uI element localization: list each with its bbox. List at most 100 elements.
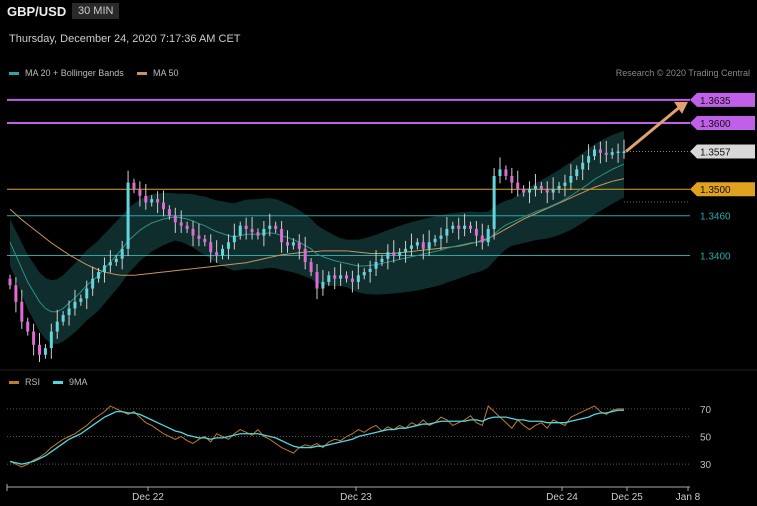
candle-body	[120, 248, 124, 259]
candle-body	[26, 321, 30, 332]
candle-body	[156, 199, 160, 203]
candle-body	[427, 242, 431, 249]
candle-body	[250, 228, 254, 233]
x-tick-label: Dec 25	[611, 492, 643, 503]
candle-body	[32, 331, 36, 345]
candle-body	[498, 169, 502, 176]
candle-body	[492, 176, 496, 229]
candle-body	[368, 268, 372, 272]
candle-body	[451, 225, 455, 229]
bollinger-band	[10, 130, 624, 345]
level-tag-1.3600	[690, 116, 755, 131]
candle-body	[262, 228, 266, 236]
candle-body	[598, 149, 602, 153]
candle-body	[150, 199, 154, 203]
candle-body	[622, 151, 626, 154]
candle-body	[167, 209, 171, 216]
candle-body	[480, 235, 484, 243]
candle-body	[232, 235, 236, 243]
candle-body	[49, 331, 53, 349]
candle-body	[445, 228, 449, 236]
candle-body	[581, 162, 585, 170]
candle-body	[563, 182, 567, 186]
rsi-line	[9, 405, 624, 468]
legend-rsi9-label: 9MA	[69, 377, 88, 387]
candle-body	[297, 242, 301, 249]
level-tag-1.3500	[690, 182, 755, 197]
projection-arrow	[625, 105, 681, 153]
candle-body	[409, 245, 413, 249]
candle-body	[191, 228, 195, 236]
candle-body	[327, 275, 331, 282]
legend-bb-label: MA 20 + Bollinger Bands	[25, 68, 124, 78]
candle-body	[610, 152, 614, 155]
legend-ma50-swatch	[137, 71, 147, 75]
candle-body	[510, 176, 514, 183]
candle-body	[339, 275, 343, 279]
candle-body	[67, 308, 71, 316]
candle-body	[522, 189, 526, 193]
x-tick-label: Dec 23	[340, 492, 372, 503]
candle-body	[433, 238, 437, 243]
candle-body	[162, 202, 165, 210]
candle-body	[38, 344, 42, 355]
level-label-1.3400: 1.3400	[700, 251, 731, 262]
rsi-tick-30: 30	[700, 460, 712, 471]
x-tick-label: Dec 24	[546, 492, 578, 503]
candle-body	[421, 242, 425, 249]
datetime-label: Thursday, December 24, 2020 7:17:36 AM C…	[9, 33, 241, 45]
candle-body	[439, 235, 443, 239]
legend-bb: MA 20 + Bollinger Bands	[9, 68, 124, 78]
candle-body	[102, 265, 106, 272]
candle-body	[280, 228, 284, 243]
candle-body	[108, 262, 112, 266]
candle-body	[43, 348, 47, 355]
rsi-tick-50: 50	[700, 433, 712, 444]
legend-bb-swatch	[9, 71, 19, 75]
candle-body	[226, 242, 230, 249]
legend-rsi-label: RSI	[25, 377, 41, 387]
candle-body	[91, 278, 95, 289]
candle-body	[386, 252, 390, 259]
candle-body	[291, 242, 295, 246]
candle-body	[392, 252, 396, 256]
candle-body	[545, 189, 549, 193]
candle-body	[380, 258, 384, 263]
ma20-line	[9, 163, 625, 313]
level-label-1.3600: 1.3600	[700, 119, 731, 130]
candle-body	[268, 225, 272, 229]
symbol-title: GBP/USD	[7, 4, 67, 19]
ma50-line	[9, 178, 625, 276]
candle-body	[221, 248, 225, 256]
level-label-1.3500: 1.3500	[700, 185, 731, 196]
candle-body	[569, 176, 573, 183]
candle-body	[587, 156, 591, 163]
candle-body	[14, 285, 18, 302]
projection-arrowhead	[674, 101, 688, 114]
candle-body	[469, 225, 472, 229]
candle-body	[197, 235, 201, 239]
candle-body	[114, 258, 118, 263]
candle-body	[97, 272, 101, 279]
candle-body	[144, 195, 148, 203]
candle-body	[309, 262, 313, 272]
candle-body	[61, 315, 65, 322]
level-label-1.3460: 1.3460	[700, 212, 731, 223]
candle-body	[474, 228, 478, 236]
candle-body	[8, 278, 12, 286]
timeframe-button[interactable]: 30 MIN	[72, 3, 120, 19]
candle-body	[55, 321, 59, 332]
candle-body	[238, 225, 242, 236]
candle-body	[333, 275, 337, 279]
candle-body	[516, 182, 520, 190]
x-tick-label: Jan 8	[676, 492, 701, 503]
candle-body	[138, 189, 142, 196]
x-tick-label: Dec 22	[132, 492, 164, 503]
candle-body	[126, 182, 130, 249]
level-tag-1.3557	[690, 144, 755, 159]
candle-body	[215, 252, 219, 256]
candle-body	[315, 272, 319, 289]
candle-body	[575, 169, 579, 176]
candle-body	[20, 301, 24, 322]
candle-body	[504, 169, 508, 176]
